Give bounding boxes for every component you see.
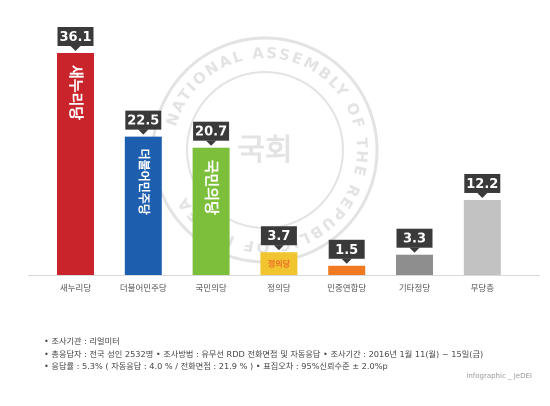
category-label: 새누리당	[60, 283, 91, 294]
category-label: 기타정당	[399, 283, 430, 294]
value-label: 12.2	[466, 177, 498, 192]
watermark-center-text: 국회	[237, 133, 292, 168]
category-label: 더불어민주당	[120, 283, 167, 294]
party-logo-text: 국민의당	[203, 160, 221, 215]
party-logo-text: 더불어민주당	[137, 149, 152, 215]
category-label: 무당층	[471, 283, 495, 294]
value-label: 1.5	[335, 243, 358, 258]
value-label-box	[464, 173, 501, 193]
bar	[192, 147, 230, 275]
party-logo-text: 정의당	[268, 259, 291, 269]
footnote-block: • 조사기관 : 리얼미터 • 총응답자 : 전국 성인 2532명 • 조사방…	[44, 335, 544, 373]
category-label: 국민의당	[195, 283, 226, 294]
category-label: 민중연합당	[327, 283, 366, 294]
value-label: 22.5	[127, 114, 159, 129]
party-logo-text: 새누리당	[67, 65, 85, 120]
value-label-box	[57, 27, 94, 46]
footnote-line: • 응답률 : 5.3% ( 자동응답 : 4.0 % / 전화면접 : 21.…	[44, 361, 388, 371]
bar	[328, 265, 366, 275]
bar	[463, 199, 501, 275]
value-label: 20.7	[195, 125, 227, 140]
value-label-pointer	[206, 140, 217, 146]
credit-text: infographic _ JeDEI	[466, 372, 532, 380]
value-label-pointer	[477, 192, 488, 198]
bar	[124, 136, 162, 275]
value-label-pointer	[409, 247, 420, 253]
bar	[260, 252, 298, 275]
value-label-pointer	[273, 245, 284, 251]
value-label-box	[193, 121, 230, 141]
value-label-pointer	[138, 129, 149, 135]
value-label-box	[260, 226, 297, 246]
category-label: 정의당	[267, 283, 291, 294]
bar	[57, 53, 94, 275]
value-label: 3.3	[403, 232, 426, 247]
value-label-box	[396, 228, 433, 248]
footnote-line: • 조사기관 : 리얼미터	[44, 336, 120, 346]
value-label-pointer	[341, 258, 352, 264]
value-label-box	[328, 239, 365, 259]
value-label-box	[125, 110, 162, 130]
bar	[396, 254, 433, 275]
value-label-pointer	[70, 46, 81, 51]
value-label: 36.1	[59, 30, 91, 45]
footnote-line: • 총응답자 : 전국 성인 2532명 • 조사방법 : 유무선 RDD 전화…	[44, 348, 484, 359]
value-label: 3.7	[267, 229, 290, 244]
